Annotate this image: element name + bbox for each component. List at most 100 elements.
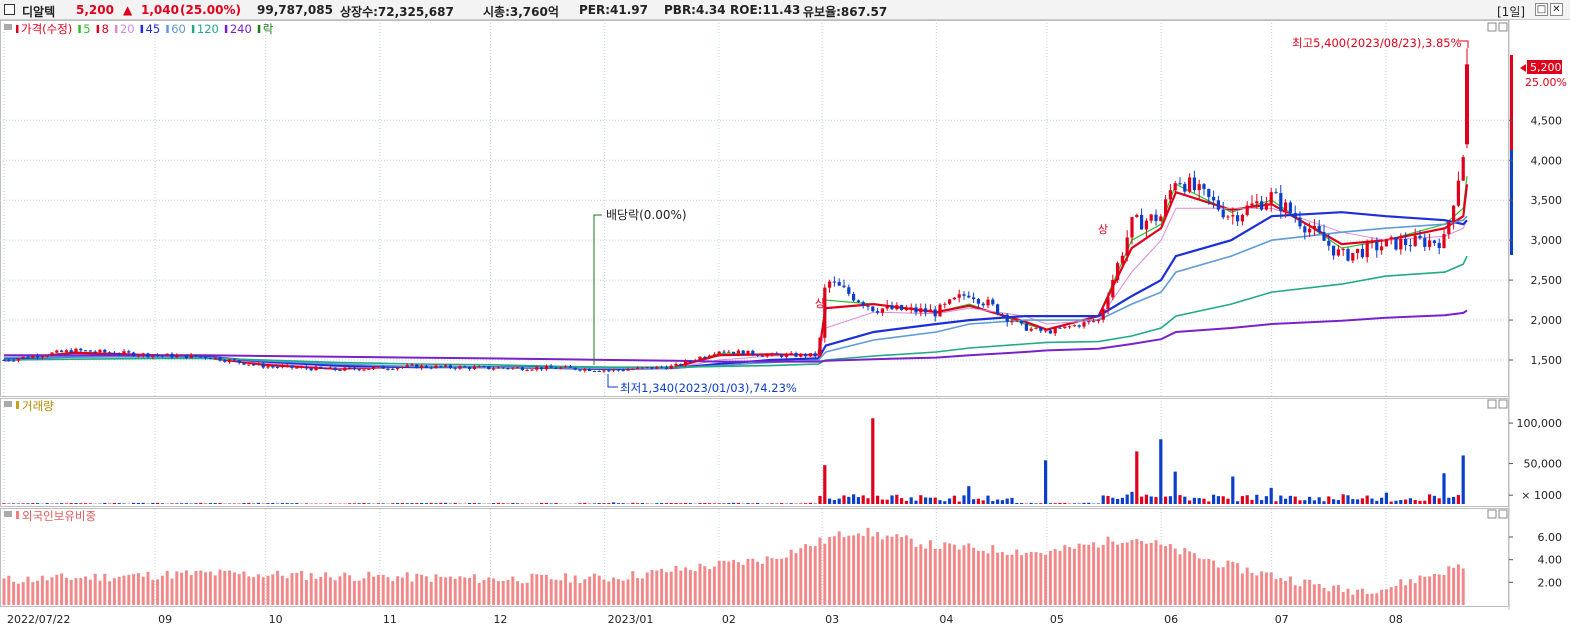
foreign-ratio-bar: [828, 537, 832, 605]
candle-body: [976, 299, 980, 304]
foreign-ratio-bar: [760, 563, 764, 605]
volume-bar: [943, 501, 947, 504]
candle-body: [1192, 177, 1196, 191]
volume-bar: [1207, 501, 1211, 504]
candle-body: [1394, 237, 1398, 250]
candle-body: [1087, 321, 1091, 323]
foreign-ratio-bar: [597, 575, 601, 605]
foreign-ratio-bar: [1164, 546, 1168, 605]
foreign-ratio-bar: [933, 548, 937, 605]
candle-body: [170, 353, 174, 358]
panel-handle-icon[interactable]: [4, 24, 12, 30]
foreign-ratio-bar: [170, 578, 174, 605]
candle-body: [1216, 200, 1220, 210]
panel-close-icon[interactable]: [1498, 399, 1508, 409]
x-tick-label: 12: [493, 613, 507, 626]
volume-bar: [213, 503, 217, 504]
panel-handle-icon[interactable]: [4, 401, 12, 407]
price-tick-label: 4,000: [1531, 154, 1563, 167]
candle-body: [1010, 321, 1014, 323]
candle-body: [1461, 157, 1465, 181]
period-button[interactable]: [1일]: [1497, 5, 1526, 19]
volume-bar: [400, 502, 404, 504]
candle-body: [1063, 326, 1067, 329]
select-checkbox[interactable]: [4, 4, 15, 15]
panel-handle-icon[interactable]: [4, 511, 12, 517]
restore-icon[interactable]: □: [1535, 3, 1548, 16]
candle-body: [1111, 279, 1115, 298]
candle-body: [919, 308, 923, 313]
volume-bar: [496, 502, 500, 504]
panel-minimize-icon[interactable]: [1487, 399, 1497, 409]
candle-body: [453, 367, 457, 369]
foreign-ratio-bar: [693, 571, 697, 605]
stock-chart[interactable]: 배당락(0.00%) 최저1,340(2023/01/03),74.23% 최고…: [0, 20, 1570, 629]
foreign-ratio-bar: [79, 578, 83, 605]
candle-body: [703, 356, 707, 358]
candle-body: [1226, 216, 1230, 218]
candle-body: [463, 366, 467, 368]
candle-body: [1437, 242, 1441, 249]
foreign-ratio-bar: [525, 582, 529, 605]
volume-bar: [1456, 495, 1460, 504]
panel-minimize-icon[interactable]: [1487, 22, 1497, 32]
foreign-ratio-bar: [376, 574, 380, 605]
close-icon[interactable]: ✕: [1550, 3, 1563, 16]
candle-body: [1106, 297, 1110, 309]
foreign-ratio-bar: [55, 574, 59, 605]
foreign-ratio-bar: [477, 582, 481, 605]
candle-body: [2, 360, 6, 361]
volume-bar: [1202, 498, 1206, 504]
volume-bar: [751, 503, 755, 504]
candle-body: [386, 368, 390, 370]
foreign-ratio-bar: [16, 583, 20, 605]
foreign-ratio-bar: [895, 534, 899, 605]
grid-lines: [0, 20, 1508, 606]
panel-minimize-icon[interactable]: [1487, 509, 1497, 519]
candle-body: [1317, 225, 1321, 233]
candle-body: [1428, 240, 1432, 247]
panel-close-icon[interactable]: [1498, 509, 1508, 519]
foreign-ratio-bar: [266, 575, 270, 605]
foreign-ratio-bar: [1072, 548, 1076, 605]
stock-name[interactable]: 디알텍: [22, 5, 56, 19]
candle-body: [300, 367, 304, 369]
candle-body: [597, 370, 601, 372]
volume-bar: [60, 503, 64, 504]
volume-bar: [885, 499, 889, 504]
x-tick-label: 05: [1050, 613, 1064, 626]
candle-body: [348, 367, 352, 369]
foreign-ratio-bar: [1044, 554, 1048, 605]
candle-body: [160, 355, 164, 357]
legend-swatch: [96, 25, 100, 33]
ma-line-45: [3, 211, 1468, 370]
volume-bar: [837, 498, 841, 504]
volume-bar: [444, 502, 448, 504]
price-change: 1,040: [141, 3, 179, 17]
volume-bar: [1005, 498, 1009, 504]
candle-body: [237, 360, 241, 363]
foreign-ratio-bar: [1000, 552, 1004, 605]
candle-body: [444, 365, 448, 367]
volume-bar: [285, 503, 289, 504]
price-tick-label: 4,500: [1531, 114, 1563, 127]
volume-tick-label: 100,000: [1517, 417, 1563, 430]
trade-volume: 99,787,085: [257, 3, 333, 17]
x-tick-label: 2023/01: [608, 613, 654, 626]
candle-body: [1207, 189, 1211, 197]
foreign-ratio-bar: [708, 569, 712, 605]
foreign-ratio-bar: [165, 570, 169, 605]
foreign-tick-label: 6.00: [1538, 531, 1563, 544]
candle-body: [1188, 177, 1192, 192]
volume-bar: [1260, 500, 1264, 504]
volume-bar: [36, 503, 40, 504]
candle-body: [98, 349, 102, 353]
volume-bar: [1303, 500, 1307, 504]
price-tick-label: 3,500: [1531, 194, 1563, 207]
panel-close-icon[interactable]: [1498, 22, 1508, 32]
foreign-ratio-bar: [669, 571, 673, 605]
legend-label: 120: [197, 22, 219, 36]
candle-body: [367, 368, 371, 370]
foreign-ratio-bar: [1274, 579, 1278, 605]
foreign-ratio-bar: [1082, 544, 1086, 605]
